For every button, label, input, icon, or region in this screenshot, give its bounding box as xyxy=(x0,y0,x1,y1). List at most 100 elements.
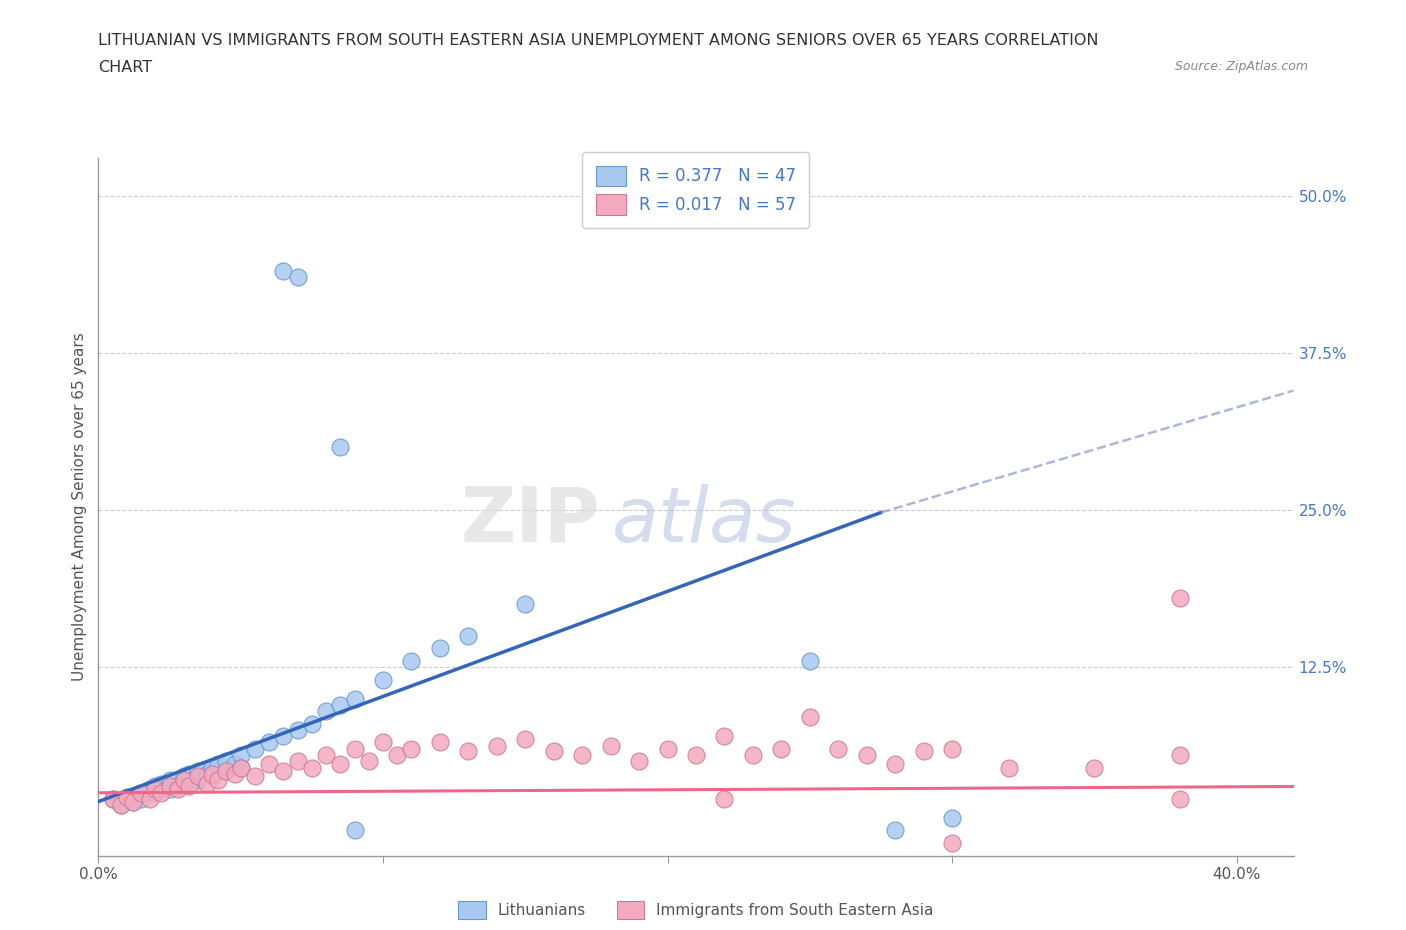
Point xyxy=(1083,760,1105,775)
Point xyxy=(343,741,366,756)
Point xyxy=(329,756,352,771)
Point xyxy=(628,754,651,769)
Point xyxy=(201,766,224,781)
Point xyxy=(150,785,173,800)
Point xyxy=(121,794,143,809)
Point xyxy=(401,741,423,756)
Point xyxy=(1168,748,1191,763)
Point xyxy=(173,777,195,791)
Point xyxy=(201,769,224,784)
Point xyxy=(215,764,238,778)
Point xyxy=(215,764,238,778)
Point xyxy=(1168,791,1191,806)
Point xyxy=(770,741,793,756)
Point xyxy=(385,748,409,763)
Point xyxy=(941,835,963,850)
Point xyxy=(713,729,735,744)
Point xyxy=(429,641,451,656)
Point xyxy=(243,741,266,756)
Point xyxy=(187,764,209,778)
Point xyxy=(741,748,763,763)
Point xyxy=(110,798,132,813)
Point xyxy=(129,785,152,800)
Point xyxy=(315,704,337,719)
Point xyxy=(485,738,508,753)
Point xyxy=(129,785,152,800)
Point xyxy=(115,789,138,804)
Point xyxy=(257,735,280,750)
Point xyxy=(143,781,166,796)
Point xyxy=(229,748,252,763)
Point xyxy=(115,789,138,804)
Point xyxy=(195,777,218,791)
Y-axis label: Unemployment Among Seniors over 65 years: Unemployment Among Seniors over 65 years xyxy=(72,333,87,681)
Point xyxy=(357,754,380,769)
Point xyxy=(301,716,323,731)
Point xyxy=(429,735,451,750)
Point xyxy=(138,791,160,806)
Point xyxy=(195,766,218,781)
Point xyxy=(371,672,394,687)
Point xyxy=(167,779,190,794)
Point xyxy=(159,781,181,796)
Legend: Lithuanians, Immigrants from South Eastern Asia: Lithuanians, Immigrants from South Easte… xyxy=(446,888,946,930)
Point xyxy=(159,773,181,788)
Text: ZIP: ZIP xyxy=(461,484,600,558)
Point xyxy=(138,781,160,796)
Point xyxy=(287,754,309,769)
Point xyxy=(273,764,295,778)
Point xyxy=(457,744,479,759)
Text: atlas: atlas xyxy=(613,484,797,558)
Point xyxy=(159,779,181,794)
Point xyxy=(201,760,224,775)
Text: Source: ZipAtlas.com: Source: ZipAtlas.com xyxy=(1174,60,1308,73)
Point xyxy=(167,781,190,796)
Point xyxy=(101,791,124,806)
Point xyxy=(257,756,280,771)
Point xyxy=(329,698,352,712)
Point xyxy=(515,731,537,746)
Point xyxy=(101,791,124,806)
Point xyxy=(329,440,352,455)
Point xyxy=(129,791,152,806)
Point xyxy=(685,748,707,763)
Point xyxy=(287,723,309,737)
Point xyxy=(179,766,201,781)
Point xyxy=(187,773,209,788)
Point xyxy=(998,760,1021,775)
Point xyxy=(173,769,195,784)
Text: LITHUANIAN VS IMMIGRANTS FROM SOUTH EASTERN ASIA UNEMPLOYMENT AMONG SENIORS OVER: LITHUANIAN VS IMMIGRANTS FROM SOUTH EAST… xyxy=(98,33,1099,47)
Point xyxy=(1168,591,1191,605)
Point xyxy=(884,756,907,771)
Point xyxy=(941,810,963,825)
Point xyxy=(273,264,295,279)
Point xyxy=(371,735,394,750)
Point xyxy=(343,691,366,706)
Point xyxy=(187,769,209,784)
Point xyxy=(224,756,246,771)
Point xyxy=(543,744,565,759)
Point xyxy=(273,729,295,744)
Point xyxy=(224,766,246,781)
Point xyxy=(799,710,821,724)
Point xyxy=(301,760,323,775)
Point xyxy=(110,798,132,813)
Point xyxy=(207,773,229,788)
Point xyxy=(799,654,821,669)
Point xyxy=(150,777,173,791)
Point xyxy=(941,741,963,756)
Point xyxy=(855,748,877,763)
Point xyxy=(143,785,166,800)
Point xyxy=(884,823,907,838)
Point xyxy=(207,756,229,771)
Point xyxy=(243,769,266,784)
Point xyxy=(571,748,593,763)
Point xyxy=(229,760,252,775)
Point xyxy=(143,779,166,794)
Point xyxy=(713,791,735,806)
Point xyxy=(215,754,238,769)
Point xyxy=(179,779,201,794)
Point xyxy=(229,760,252,775)
Point xyxy=(315,748,337,763)
Point xyxy=(457,629,479,644)
